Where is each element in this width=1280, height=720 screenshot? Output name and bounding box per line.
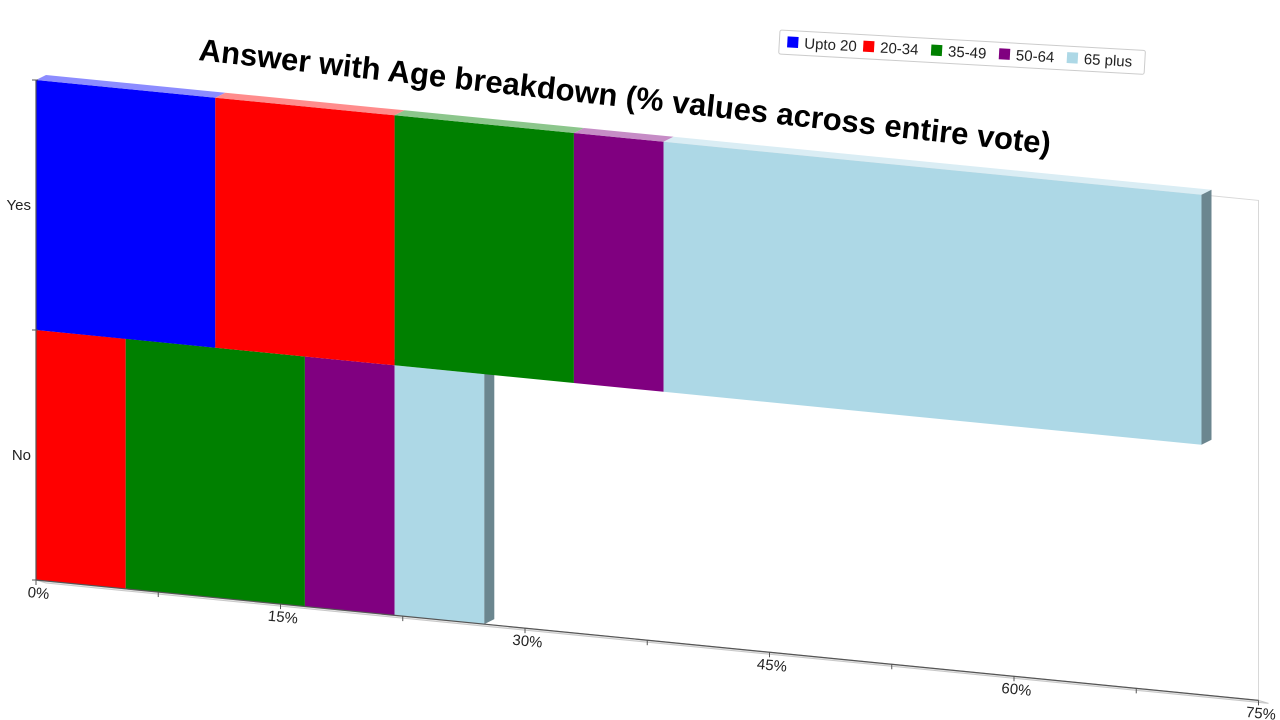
bar-face [215,97,395,366]
legend-item-50-64: 50-64 [998,47,1055,66]
bar-face [304,356,395,616]
legend-label: 35-49 [948,43,987,62]
bar-no-65-plus [394,360,495,625]
x-tick-label: 60% [1001,680,1033,700]
bar-face [36,330,126,589]
bar-face [36,80,216,348]
bar-yes-35-49 [394,110,584,384]
bar-face [573,133,664,392]
x-tick-label: 30% [512,632,544,652]
x-tick-label: 45% [756,656,788,676]
axes: No Yes 0% 15% 30% 45% 60% 75% [7,79,1277,720]
legend-item-35-49: 35-49 [930,43,987,63]
bar-face [125,338,305,607]
legend: Upto 20 20-34 35-49 50-64 65 plus [778,29,1146,75]
legend-swatch [998,48,1011,60]
x-tick-label: 75% [1245,704,1277,720]
bar-no-50-64 [304,351,405,616]
bars [36,75,1212,625]
bar-top [663,136,1212,195]
legend-swatch [1066,52,1079,64]
bar-side-yes [1201,189,1212,445]
bar-face [663,141,1202,445]
legend-swatch [862,40,875,53]
bar-yes-65-plus [663,136,1212,445]
bar-face [394,115,574,384]
legend-item-65-plus: 65 plus [1066,51,1133,71]
legend-item-upto-20: Upto 20 [787,35,857,55]
legend-label: 50-64 [1015,47,1054,66]
bar-no-35-49 [125,333,315,607]
x-tick-label: 15% [267,608,299,628]
legend-swatch [787,36,799,49]
bar-yes-upto-20 [36,75,226,348]
legend-label: Upto 20 [804,35,857,55]
category-label-yes: Yes [7,197,31,214]
bar-top [573,128,674,142]
legend-label: 65 plus [1083,51,1132,71]
bar-side-no [484,369,495,625]
bar-top [36,75,226,98]
bar-yes-20-34 [215,92,405,366]
bar-top [394,110,584,133]
x-tick-label: 0% [27,584,50,603]
legend-label: 20-34 [880,40,919,59]
legend-item-20-34: 20-34 [862,40,919,59]
bar-yes-50-64 [573,128,674,392]
legend-swatch [930,44,943,57]
bar-top [215,92,405,116]
bar-no-20-34 [36,325,136,589]
bar-face [394,365,485,625]
category-label-no: No [12,447,31,464]
